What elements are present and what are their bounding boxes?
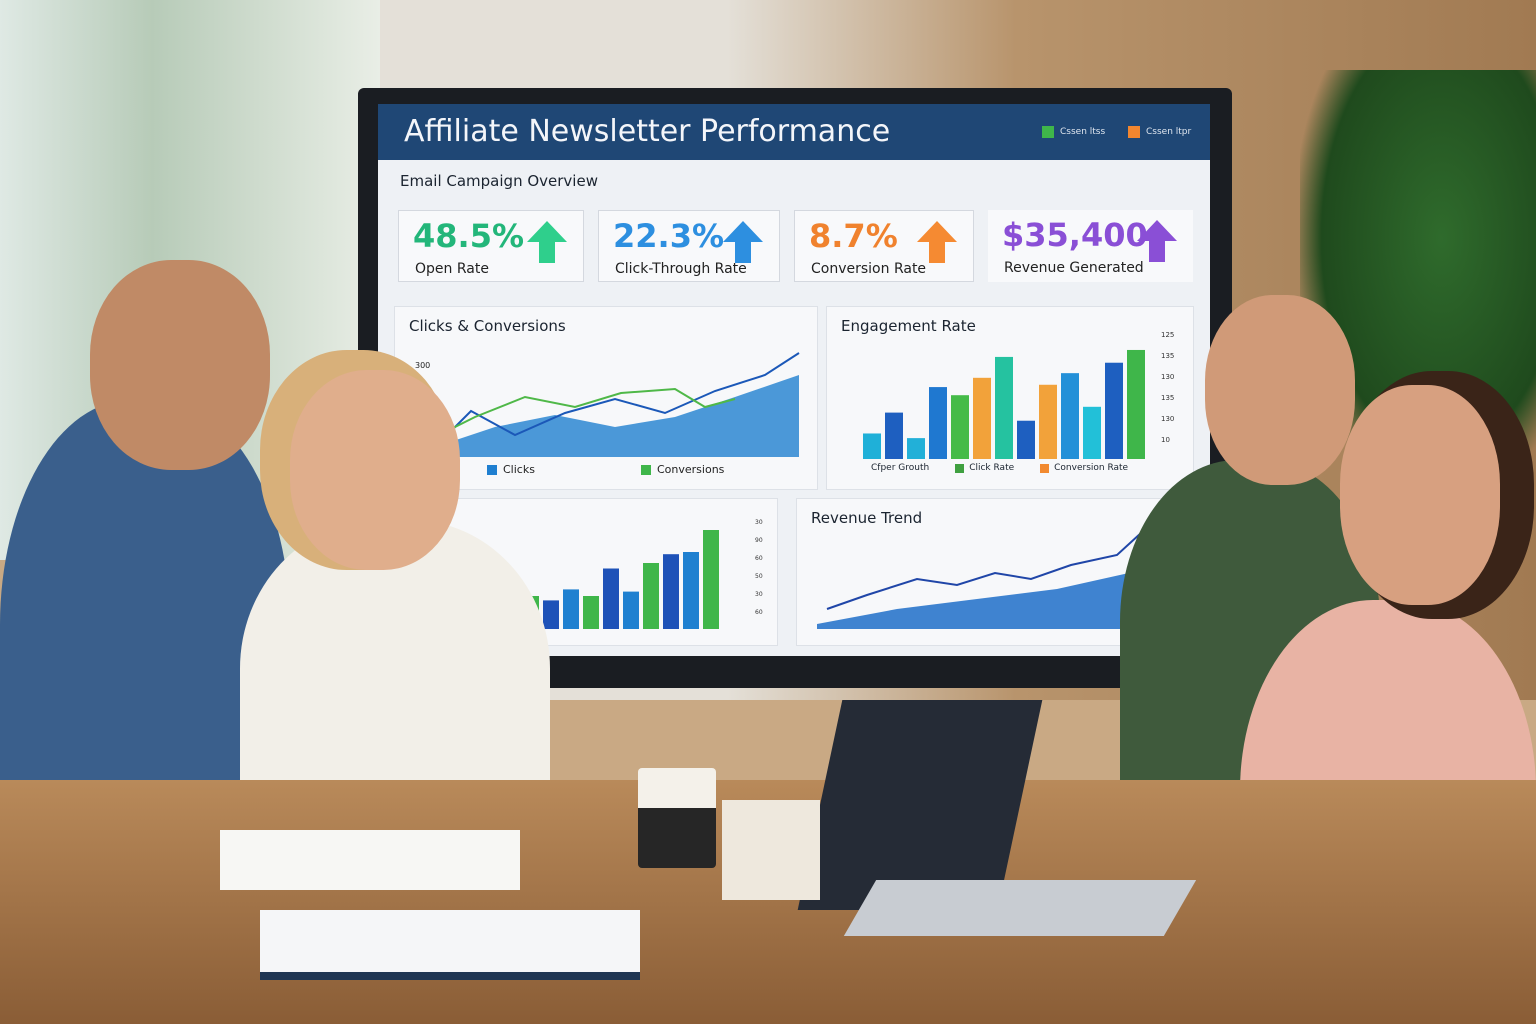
bar (663, 554, 679, 629)
revenue-area (817, 569, 1157, 629)
potted-plant (722, 800, 820, 900)
y-tick: 60 (755, 555, 763, 562)
bar (951, 395, 969, 459)
bar (703, 530, 719, 629)
legend-label: Conversion Rate (1054, 463, 1129, 473)
kpi-value: $35,400 (1002, 216, 1148, 254)
legend-item: Clicks (487, 463, 535, 476)
y-tick: 130 (1161, 373, 1175, 381)
arrow-up-icon (527, 221, 567, 263)
bar (1083, 406, 1101, 459)
legend-label: Cssen ltpr (1146, 127, 1192, 137)
arrow-up-icon (723, 221, 763, 263)
arrow-up-icon (917, 221, 957, 263)
panel-title: Clicks & Conversions (409, 317, 566, 335)
kpi-label: Conversion Rate (811, 261, 927, 277)
legend-label: Click Rate (969, 463, 1015, 473)
bar (1127, 349, 1145, 459)
y-tick: 125 (1161, 331, 1175, 339)
kpi-conversion-rate: 8.7% Conversion Rate (794, 210, 974, 282)
dashboard-screen: Affiliate Newsletter Performance Cssen l… (378, 104, 1210, 656)
bar (1061, 373, 1079, 459)
bar (929, 387, 947, 459)
kpi-revenue: $35,400 Revenue Generated (988, 210, 1193, 282)
document-folder (260, 910, 640, 980)
kpi-label: Revenue Generated (1004, 260, 1144, 276)
bar (623, 591, 639, 629)
y-tick: 135 (1161, 394, 1175, 402)
clicks-line (435, 352, 800, 448)
kpi-value: 8.7% (809, 217, 898, 255)
kpi-value: 22.3% (613, 217, 725, 255)
overview-title: Email Campaign Overview (400, 172, 598, 190)
bar (1039, 384, 1057, 459)
legend-item: Conversion Rate (1040, 463, 1128, 473)
legend-swatch (1042, 126, 1054, 138)
y-tick: 30 (755, 519, 763, 526)
kpi-label: Open Rate (415, 261, 489, 277)
bar (907, 438, 925, 459)
kpi-label: Click-Through Rate (615, 261, 747, 277)
man-right-head (1205, 295, 1355, 485)
y-tick: 10 (1161, 436, 1170, 444)
bar (863, 433, 881, 459)
revenue-line (826, 532, 1142, 610)
y-tick: 130 (1161, 415, 1175, 423)
bar (1105, 362, 1123, 459)
bar (563, 589, 579, 629)
line-area-chart (435, 352, 800, 457)
legend-swatch (955, 463, 965, 473)
y-axis: 125 135 130 135 130 10 (1161, 331, 1174, 444)
revenue-line-chart (817, 532, 1157, 629)
dashboard-header: Affiliate Newsletter Performance Cssen l… (378, 104, 1210, 160)
engagement-bar-chart (863, 349, 1145, 459)
y-axis: 30 90 60 50 30 60 (755, 519, 763, 616)
clicks-conversions-panel: Clicks & Conversions 300 Clicks Conversi… (394, 306, 818, 490)
legend-item: Cssen ltpr (1128, 126, 1191, 138)
legend-label: Clicks (503, 463, 535, 476)
bar (973, 377, 991, 459)
coffee-cup (638, 768, 716, 868)
legend-item: Conversions (641, 463, 724, 476)
legend: Cfper Grouth Click Rate Conversion Rate (871, 463, 1128, 473)
woman-right-head (1340, 385, 1500, 605)
y-tick: 30 (755, 591, 763, 598)
legend-swatch (1040, 463, 1050, 473)
bar (583, 596, 599, 629)
y-tick: 300 (415, 361, 431, 370)
woman-head (290, 370, 460, 570)
bar (603, 568, 619, 629)
legend-label: Conversions (657, 463, 725, 476)
clicks-area (435, 375, 799, 457)
legend-item: Click Rate (955, 463, 1014, 473)
kpi-ctr: 22.3% Click-Through Rate (598, 210, 780, 282)
bar (995, 356, 1013, 459)
laptop-keyboard (843, 880, 1197, 936)
legend-label: Cfper Grouth (871, 463, 930, 473)
panel-title: Revenue Trend (811, 509, 923, 527)
legend-swatch (641, 464, 651, 475)
legend-item: Cssen ltss (1042, 126, 1105, 138)
kpi-open-rate: 48.5% Open Rate (398, 210, 584, 282)
y-tick: 135 (1161, 352, 1175, 360)
man-left-head (90, 260, 270, 470)
panel-title: Engagement Rate (841, 317, 976, 335)
legend-label: Cssen ltss (1060, 127, 1106, 137)
kpi-value: 48.5% (413, 217, 525, 255)
dashboard-title: Affiliate Newsletter Performance (404, 114, 891, 149)
notebook (220, 830, 520, 890)
bar (885, 412, 903, 459)
y-tick: 90 (755, 537, 763, 544)
bar (1017, 420, 1035, 459)
legend-swatch (1128, 126, 1140, 138)
bar (543, 600, 559, 629)
conversions-line (435, 387, 736, 438)
engagement-panel: Engagement Rate 125 135 130 135 130 10 Cfper … (826, 306, 1194, 490)
y-tick: 60 (755, 609, 763, 616)
bar (643, 563, 659, 629)
legend-swatch (487, 464, 497, 475)
y-tick: 50 (755, 573, 763, 580)
bar (683, 552, 699, 629)
